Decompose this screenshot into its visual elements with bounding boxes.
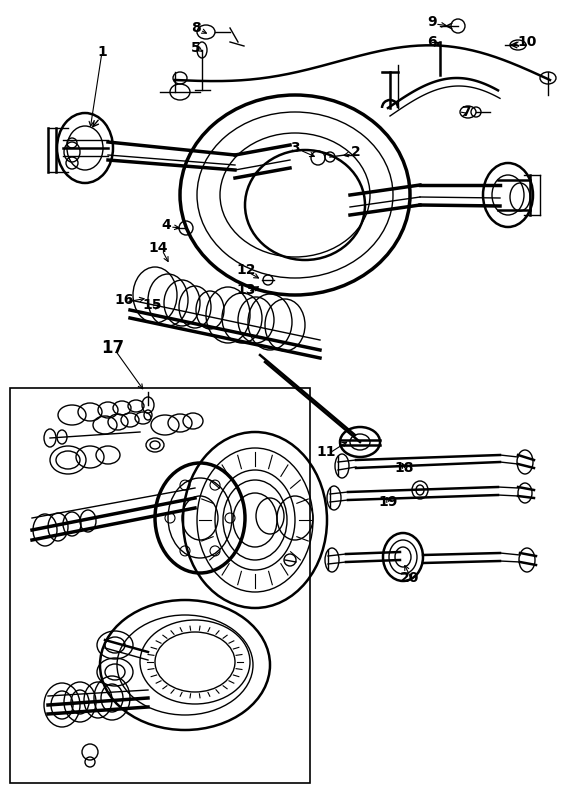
Bar xyxy=(10,388,310,783)
Text: 8: 8 xyxy=(191,21,201,35)
Text: 2: 2 xyxy=(351,145,361,159)
Text: 16: 16 xyxy=(114,293,134,307)
Text: 6: 6 xyxy=(427,35,437,49)
Text: 12: 12 xyxy=(236,263,256,277)
Text: 13: 13 xyxy=(236,283,256,297)
Text: 7: 7 xyxy=(461,105,471,119)
Text: 4: 4 xyxy=(161,218,171,232)
Text: 15: 15 xyxy=(142,298,162,312)
Text: 9: 9 xyxy=(427,15,437,29)
Text: 10: 10 xyxy=(517,35,537,49)
Text: 1: 1 xyxy=(97,45,107,59)
Text: 14: 14 xyxy=(148,241,168,255)
Text: 3: 3 xyxy=(290,141,300,155)
Text: 11: 11 xyxy=(316,445,336,459)
Text: 18: 18 xyxy=(394,461,414,475)
Text: 17: 17 xyxy=(101,339,124,357)
Text: 5: 5 xyxy=(191,41,201,55)
Text: 19: 19 xyxy=(378,495,397,509)
Text: 20: 20 xyxy=(400,571,420,585)
